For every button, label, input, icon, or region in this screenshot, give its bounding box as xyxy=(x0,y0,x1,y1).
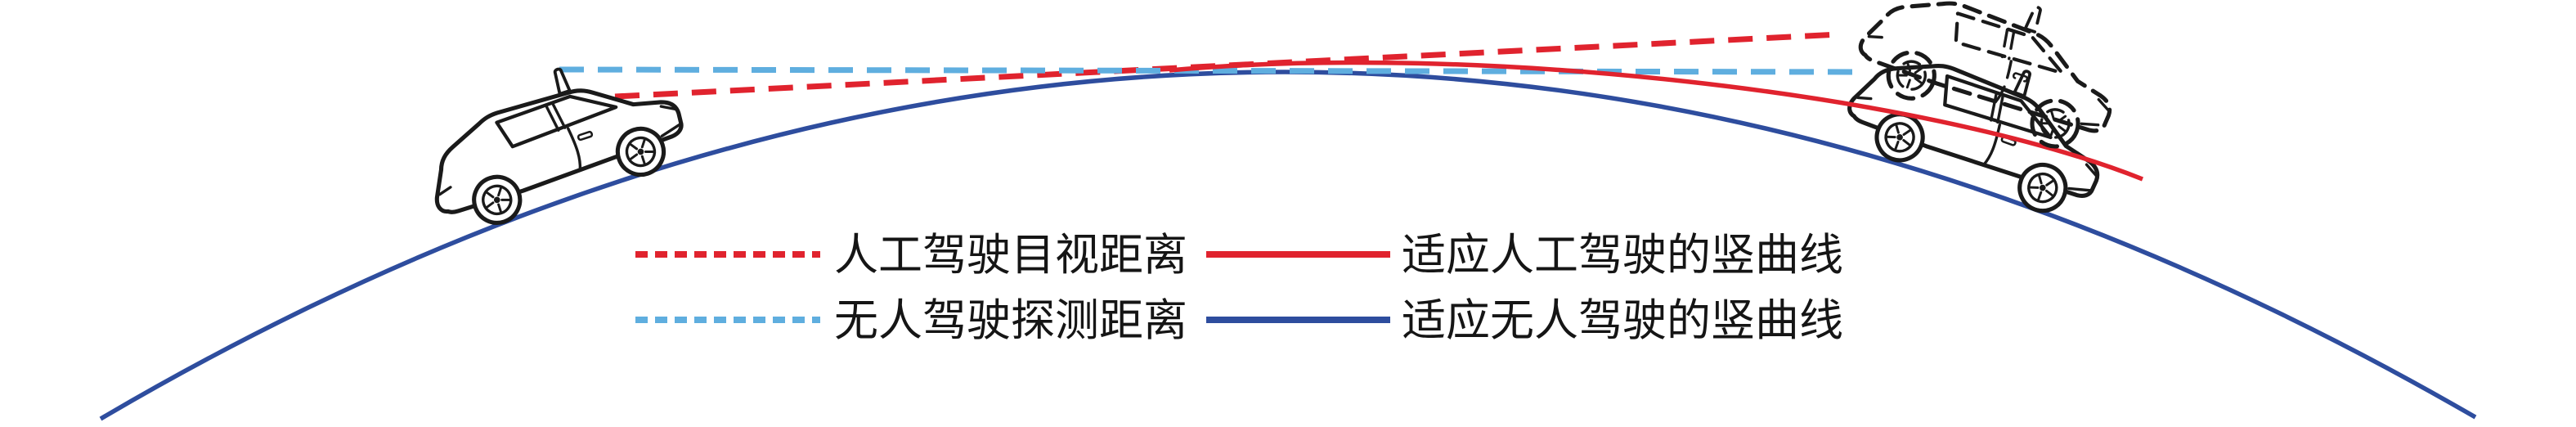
human-vertical-curve xyxy=(1169,60,2144,182)
legend-label-human-curve: 适应人工驾驶的竖曲线 xyxy=(1402,231,1843,280)
autonomous-detection-sightline xyxy=(559,66,1865,75)
legend: 人工驾驶目视距离 适应人工驾驶的竖曲线 无人驾驶探测距离 适应无人驾驶的竖曲线 xyxy=(635,231,1843,345)
legend-label-autonomous-curve: 适应无人驾驶的竖曲线 xyxy=(1402,296,1843,345)
legend-label-autonomous-sightline: 无人驾驶探测距离 xyxy=(834,296,1187,345)
autonomous-vertical-curve xyxy=(99,70,2477,421)
human-vision-sightline xyxy=(614,31,1841,100)
legend-label-human-sightline: 人工驾驶目视距离 xyxy=(834,231,1187,280)
